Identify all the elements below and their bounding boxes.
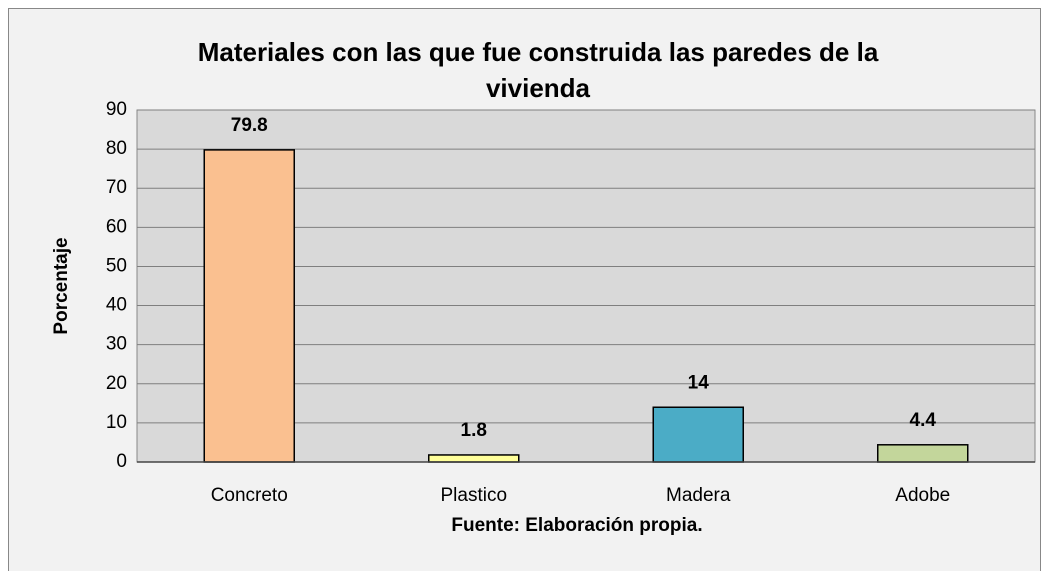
bar	[877, 444, 969, 463]
y-tick-label: 80	[106, 138, 127, 159]
data-label: 4.4	[910, 410, 937, 431]
bar	[652, 406, 744, 463]
data-label: 14	[688, 372, 710, 393]
y-tick-label: 0	[116, 451, 127, 472]
chart-title: Materiales con las que fue construida la…	[197, 37, 879, 103]
y-tick-label: 30	[106, 334, 127, 355]
y-tick-label: 20	[106, 373, 127, 394]
x-tick-label: Concreto	[211, 485, 288, 506]
y-tick-label: 40	[106, 295, 127, 316]
x-tick-label: Adobe	[895, 485, 950, 506]
x-axis-label: Fuente: Elaboración propia.	[451, 515, 702, 536]
y-axis-label: Porcentaje	[51, 237, 72, 334]
y-tick-label: 50	[106, 255, 127, 276]
x-tick-label: Plastico	[440, 485, 507, 506]
y-tick-label: 90	[106, 99, 127, 120]
data-label: 1.8	[461, 420, 487, 441]
data-label: 79.8	[231, 115, 268, 136]
x-tick-label: Madera	[666, 485, 731, 506]
y-tick-label: 10	[106, 412, 127, 433]
bar	[203, 149, 295, 463]
y-tick-label: 70	[106, 177, 127, 198]
y-tick-label: 60	[106, 216, 127, 237]
bar	[428, 454, 520, 463]
